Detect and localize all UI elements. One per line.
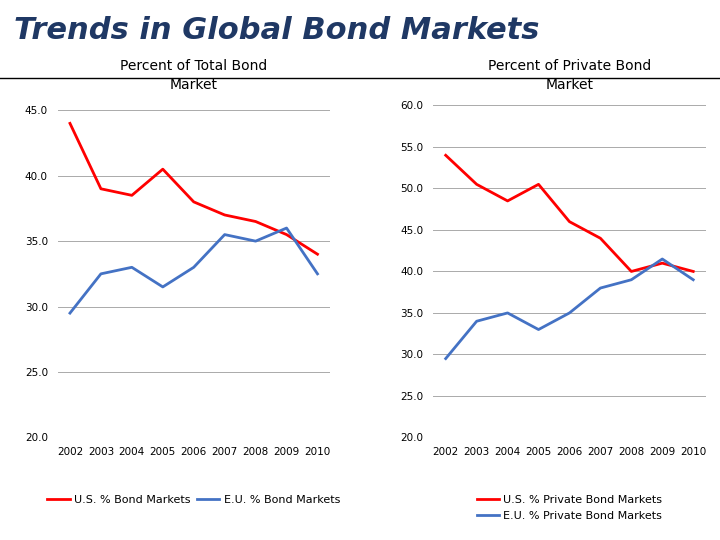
- Legend: U.S. % Bond Markets, E.U. % Bond Markets: U.S. % Bond Markets, E.U. % Bond Markets: [43, 490, 345, 509]
- Title: Percent of Private Bond
Market: Percent of Private Bond Market: [488, 59, 651, 92]
- Legend: U.S. % Private Bond Markets, E.U. % Private Bond Markets: U.S. % Private Bond Markets, E.U. % Priv…: [472, 490, 667, 525]
- Text: Trends in Global Bond Markets: Trends in Global Bond Markets: [14, 16, 540, 45]
- Title: Percent of Total Bond
Market: Percent of Total Bond Market: [120, 59, 267, 92]
